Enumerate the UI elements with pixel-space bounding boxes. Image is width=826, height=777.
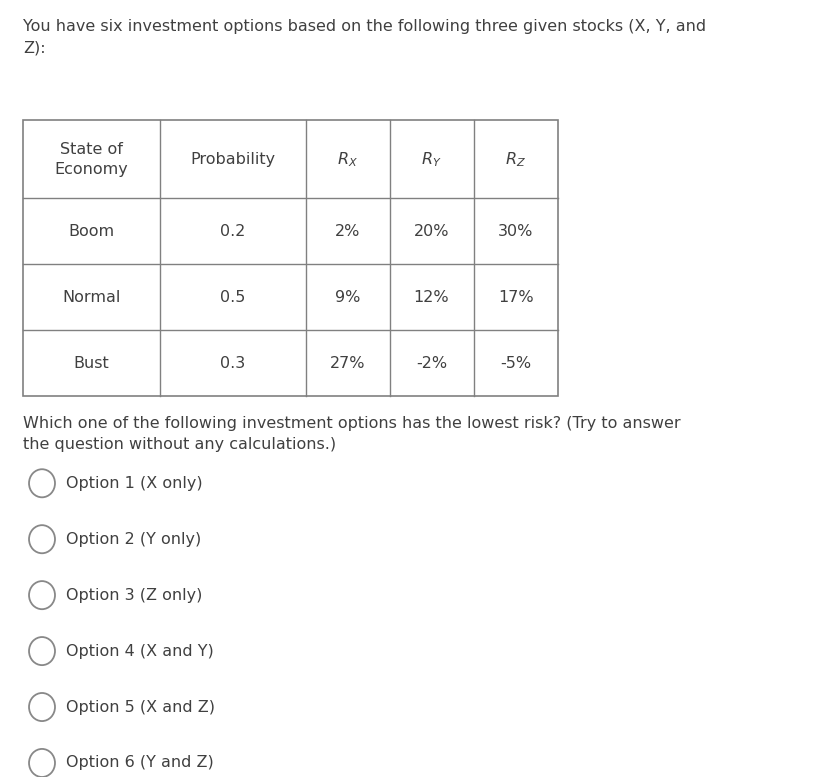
Text: $R_Z$: $R_Z$: [506, 150, 526, 169]
Text: Option 1 (X only): Option 1 (X only): [66, 476, 203, 491]
Text: Which one of the following investment options has the lowest risk? (Try to answe: Which one of the following investment op…: [23, 416, 681, 451]
Text: Option 2 (Y only): Option 2 (Y only): [66, 531, 202, 547]
Text: You have six investment options based on the following three given stocks (X, Y,: You have six investment options based on…: [23, 19, 706, 55]
Text: 27%: 27%: [330, 356, 365, 371]
Text: 0.3: 0.3: [221, 356, 245, 371]
Text: Option 5 (X and Z): Option 5 (X and Z): [66, 699, 216, 715]
Text: Bust: Bust: [74, 356, 110, 371]
Text: State of
Economy: State of Economy: [55, 142, 129, 176]
Text: -5%: -5%: [500, 356, 531, 371]
Text: 12%: 12%: [414, 290, 449, 305]
Text: Option 6 (Y and Z): Option 6 (Y and Z): [66, 755, 214, 771]
Text: 17%: 17%: [498, 290, 534, 305]
Text: Option 3 (Z only): Option 3 (Z only): [66, 587, 203, 603]
Text: 20%: 20%: [414, 224, 449, 239]
Text: -2%: -2%: [416, 356, 447, 371]
Text: $R_X$: $R_X$: [337, 150, 358, 169]
Text: Boom: Boom: [69, 224, 115, 239]
Text: $R_Y$: $R_Y$: [421, 150, 442, 169]
Bar: [23, 120, 558, 396]
Text: 0.5: 0.5: [221, 290, 245, 305]
Text: Option 4 (X and Y): Option 4 (X and Y): [66, 643, 214, 659]
Text: Probability: Probability: [191, 152, 276, 167]
Text: 30%: 30%: [498, 224, 534, 239]
Text: 2%: 2%: [335, 224, 360, 239]
Text: 0.2: 0.2: [221, 224, 245, 239]
Text: 9%: 9%: [335, 290, 360, 305]
Text: Normal: Normal: [63, 290, 121, 305]
